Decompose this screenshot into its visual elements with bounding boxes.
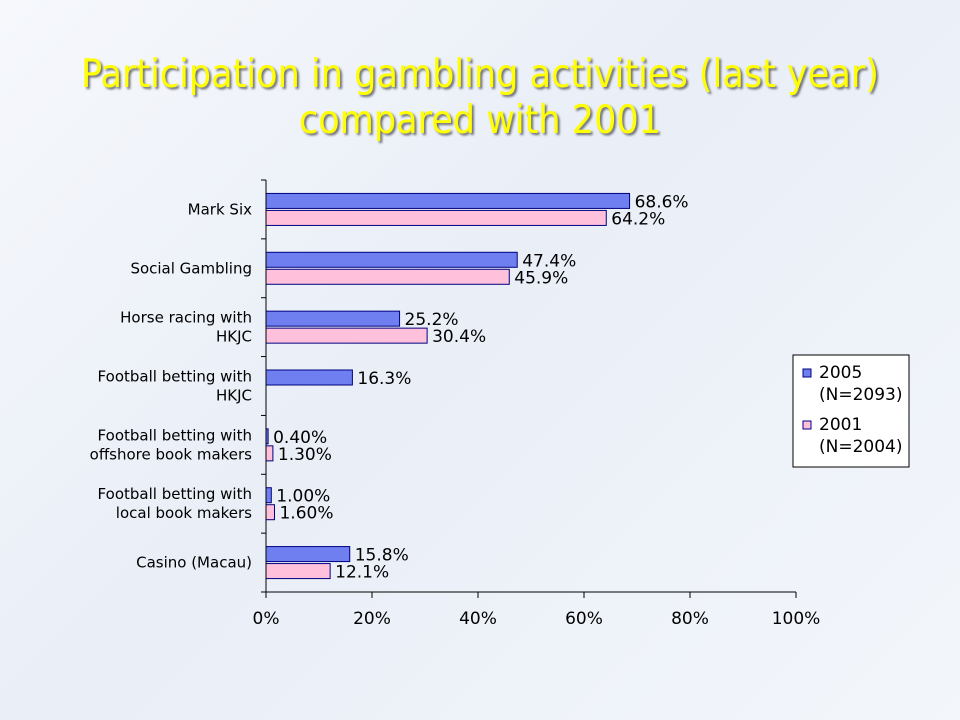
bar-2001 <box>265 209 607 226</box>
x-tick-label: 80% <box>671 609 709 629</box>
data-label: 0.40% <box>273 428 327 448</box>
category-label: Football betting with HKJC <box>98 368 252 405</box>
data-label: 1.30% <box>278 445 332 465</box>
data-label: 1.60% <box>279 504 333 524</box>
bar-2005 <box>265 546 351 563</box>
bar-2001 <box>265 327 428 344</box>
bar-2005 <box>265 251 518 268</box>
legend-entry-label: 2005 (N=2093) <box>819 363 903 405</box>
category-label: Football betting with offshore book maker… <box>90 426 253 463</box>
bar-2005 <box>265 192 631 209</box>
data-label: 30.4% <box>432 327 486 347</box>
slide-title: Participation in gambling activities (la… <box>30 52 930 144</box>
bar-2001 <box>265 563 331 580</box>
bar-2001 <box>265 504 275 521</box>
title-line-2: compared with 2001 <box>298 98 662 143</box>
bar-2005 <box>265 487 272 504</box>
title-line-1: Participation in gambling activities (la… <box>81 52 879 97</box>
legend-entry-label: 2001 (N=2004) <box>819 415 903 457</box>
data-label: 45.9% <box>514 268 568 288</box>
category-label: Horse racing with HKJC <box>120 309 252 346</box>
x-tick-label: 0% <box>253 609 280 629</box>
category-label: Social Gambling <box>130 259 252 277</box>
category-label: Football betting with local book makers <box>98 485 253 522</box>
bar-2001 <box>265 445 274 462</box>
legend-swatch-2001 <box>802 420 812 430</box>
x-tick-label: 40% <box>459 609 497 629</box>
category-label: Mark Six <box>188 200 252 218</box>
x-tick-label: 20% <box>353 609 391 629</box>
data-label: 25.2% <box>405 310 459 330</box>
bar-2005 <box>265 369 353 386</box>
bar-2005 <box>265 310 401 327</box>
data-label: 12.1% <box>335 563 389 583</box>
legend-swatch-2005 <box>802 368 812 378</box>
category-label: Casino (Macau) <box>136 554 252 572</box>
data-label: 1.00% <box>276 487 330 507</box>
x-tick-label: 100% <box>772 609 821 629</box>
data-label: 68.6% <box>635 192 689 212</box>
x-tick-label: 60% <box>565 609 603 629</box>
bar-2001 <box>265 268 510 285</box>
data-label: 15.8% <box>355 546 409 566</box>
data-label: 47.4% <box>522 251 576 271</box>
legend-box <box>792 354 910 468</box>
data-label: 64.2% <box>611 209 665 229</box>
data-label: 16.3% <box>357 369 411 389</box>
